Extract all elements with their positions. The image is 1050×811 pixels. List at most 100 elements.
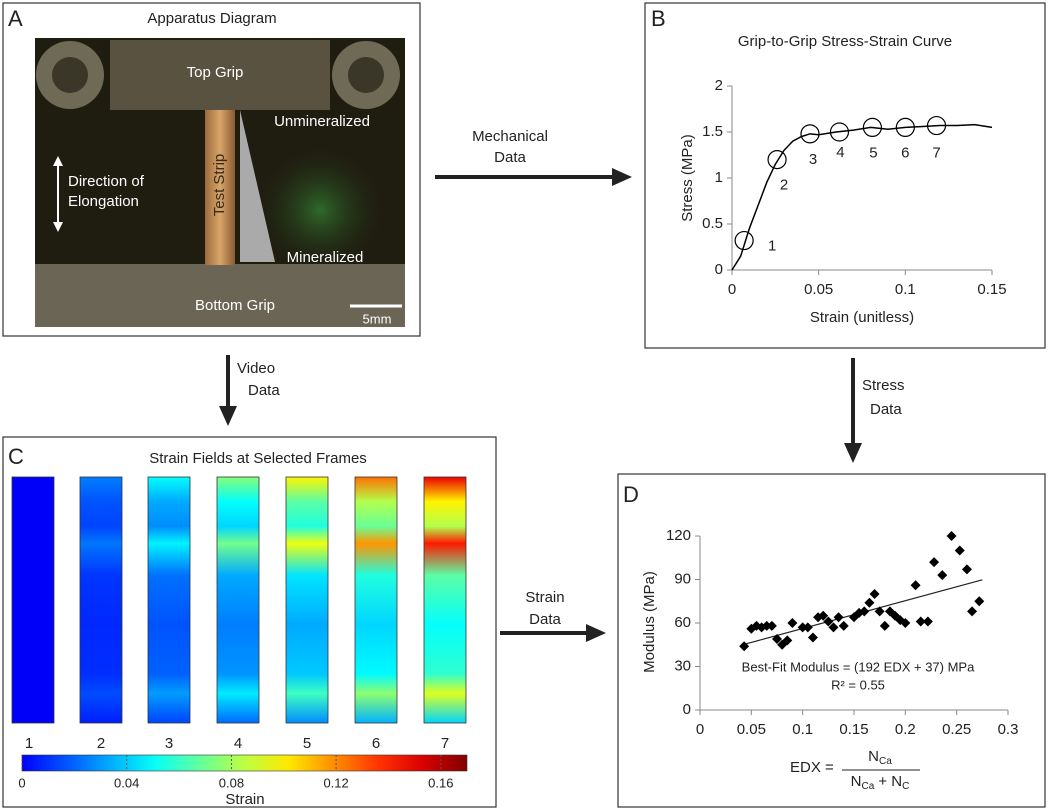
frame-label: 6	[372, 735, 380, 752]
apparatus-photo	[35, 38, 405, 327]
panel-c-frame	[2, 436, 497, 808]
data-point	[838, 620, 849, 631]
data-point	[807, 632, 818, 643]
frame-label: 7	[441, 735, 449, 752]
frame-marker	[829, 122, 850, 142]
y-tick-label: 90	[674, 570, 691, 587]
formula-part: N	[868, 748, 879, 765]
frame-label: 4	[234, 735, 242, 752]
data-point	[900, 618, 911, 628]
frame-marker-label: 1	[768, 238, 776, 255]
frame-label: 5	[303, 735, 311, 752]
arrow-label: Data	[870, 401, 902, 418]
strain-field	[423, 476, 467, 724]
arrow-label: Mechanical	[472, 128, 548, 145]
panel-title: Strain Fields at Selected Frames	[149, 450, 367, 467]
data-point	[818, 610, 829, 621]
x-axis-label: NCa + NC	[851, 773, 910, 792]
data-point	[802, 622, 813, 633]
x-axis-label: NCa	[868, 748, 892, 767]
photo-label: Bottom Grip	[195, 297, 275, 314]
y-tick-label: 120	[666, 527, 691, 544]
data-point	[782, 635, 793, 646]
arrow	[500, 624, 606, 642]
data-point	[772, 633, 782, 644]
data-point	[910, 580, 921, 591]
frame-marker	[862, 117, 883, 138]
data-point	[859, 606, 870, 617]
data-point	[954, 545, 965, 556]
x-tick-label: 0.1	[895, 281, 916, 298]
formula-part: C	[902, 781, 909, 792]
colorbar-tick-label: 0.08	[219, 775, 244, 790]
strain-field	[216, 476, 260, 724]
panel-a-frame	[2, 2, 421, 337]
data-point	[766, 620, 777, 631]
y-tick-label: 30	[674, 657, 691, 674]
colorbar-tick-label: 0.04	[114, 775, 139, 790]
data-point	[797, 622, 808, 633]
colorbar-tick-label: 0.16	[428, 775, 453, 790]
frame-marker	[767, 150, 787, 170]
y-axis-label: Modulus (MPa)	[641, 571, 658, 673]
data-point	[915, 616, 926, 627]
x-tick-label: 0	[696, 721, 704, 738]
x-axis-label: EDX =	[790, 759, 834, 776]
colorbar-tick-label: 0	[18, 775, 25, 790]
data-point	[946, 531, 957, 541]
panel-letter: A	[8, 6, 23, 31]
photo-label: Direction of	[68, 173, 145, 190]
strain-field	[147, 476, 191, 724]
y-tick-label: 0.5	[702, 215, 723, 232]
annotation: R² = 0.55	[831, 677, 885, 692]
data-point	[787, 618, 798, 628]
frame-marker	[734, 230, 754, 251]
photo-label: Top Grip	[187, 64, 244, 81]
formula-part: + N	[878, 773, 902, 790]
photo-label: Test Strip	[211, 154, 228, 217]
arrow-label: Stress	[862, 377, 905, 394]
x-tick-label: 0	[728, 281, 736, 298]
frame-label: 3	[165, 735, 173, 752]
y-axis-label: Stress (MPa)	[679, 134, 696, 222]
formula-part: Ca	[879, 756, 892, 767]
x-tick-label: 0.1	[792, 721, 813, 738]
frame-marker-label: 3	[809, 151, 817, 168]
data-point	[961, 564, 972, 575]
data-point	[828, 622, 839, 633]
x-tick-label: 0.05	[737, 721, 766, 738]
frame-marker	[926, 115, 947, 136]
y-tick-label: 1.5	[702, 123, 723, 140]
frame-marker-label: 6	[901, 144, 909, 161]
arrow-label: Data	[529, 611, 561, 628]
colorbar	[21, 754, 468, 772]
x-tick-label: 0.25	[942, 721, 971, 738]
panel-letter: B	[651, 6, 666, 31]
formula-part: N	[851, 773, 862, 790]
arrow-label: Strain	[525, 589, 564, 606]
y-tick-label: 0	[715, 261, 723, 278]
colorbar-tick-label: 0.12	[323, 775, 348, 790]
data-point	[833, 612, 844, 623]
data-point	[929, 557, 940, 568]
x-tick-label: 0.15	[839, 721, 868, 738]
x-tick-label: 0.15	[977, 281, 1006, 298]
data-point	[937, 570, 948, 581]
chart-title: Grip-to-Grip Stress-Strain Curve	[738, 33, 952, 50]
arrow-label: Video	[237, 360, 275, 377]
frame-label: 1	[25, 735, 33, 752]
x-tick-label: 0.2	[895, 721, 916, 738]
strain-field	[11, 476, 55, 724]
panel-letter: D	[623, 482, 639, 507]
frame-marker	[800, 124, 820, 144]
panel-title: Apparatus Diagram	[147, 10, 276, 27]
x-tick-label: 0.05	[804, 281, 833, 298]
annotation: Best-Fit Modulus = (192 EDX + 37) MPa	[742, 659, 975, 674]
scale-bar-label: 5mm	[363, 311, 392, 326]
formula-part: Ca	[862, 781, 875, 792]
arrow	[219, 355, 237, 426]
x-tick-label: 0.3	[998, 721, 1019, 738]
strain-field	[79, 476, 123, 724]
frame-marker-label: 5	[869, 144, 877, 161]
